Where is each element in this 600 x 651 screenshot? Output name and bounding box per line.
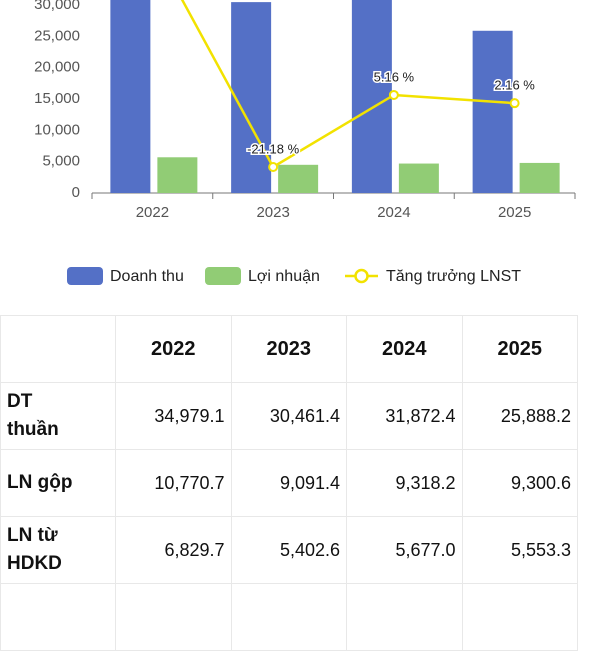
table-cell [0,315,116,383]
bar [157,157,198,193]
table-cell: 5,402.6 [230,516,347,584]
table-cell [461,583,578,651]
table-cell: 9,091.4 [230,449,347,517]
table-cell: LN gộp [0,449,116,517]
table-cell: DT thuần [0,382,116,450]
table-row: 2022 2023 2024 2025 [0,315,578,383]
y-tick-label: 20,000 [34,59,80,76]
table-row: LN gộp 10,770.7 9,091.4 9,318.2 9,300.6 [0,449,578,517]
legend-swatch [67,267,103,285]
data-label: -21.18 % [247,141,299,156]
table-cell: 2024 [346,315,463,383]
table-cell: 34,979.1 [115,382,232,450]
table-cell: 5,677.0 [346,516,463,584]
table-row [0,583,578,651]
bar [110,0,151,194]
table-cell: 9,318.2 [346,449,463,517]
table-cell [230,583,347,651]
legend-label: Lợi nhuận [248,268,320,285]
table-cell: 9,300.6 [461,449,578,517]
line-point [388,89,399,100]
table-cell: LN từ HDKD [0,516,116,584]
data-label: 5.16 % [374,69,415,84]
data-table: 2022 2023 2024 2025 DT thuần 34,979.1 30,461.4… [0,315,578,651]
bar [278,164,319,193]
legend-label: Doanh thu [110,268,184,285]
table-cell [0,583,116,651]
line-point [509,98,520,109]
x-tick-label: 2025 [498,204,531,221]
bar [351,0,392,194]
table-cell: 2022 [115,315,232,383]
legend-swatch [205,267,241,285]
legend-marker [354,268,369,284]
table-row: LN từ HDKD 6,829.7 5,402.6 5,677.0 5,553.3 [0,516,578,584]
y-tick-label: 15,000 [34,90,80,107]
table-cell [115,583,232,651]
table-cell: 6,829.7 [115,516,232,584]
y-tick-label: 30,000 [34,0,80,13]
data-label: 2.16 % [494,78,535,93]
table-cell: 2025 [461,315,578,383]
x-tick-label: 2023 [256,204,289,221]
y-tick-label: 10,000 [34,121,80,138]
x-tick-label: 2022 [136,204,169,221]
x-tick-label: 2024 [377,204,410,221]
table-row: DT thuần 34,979.1 30,461.4 31,872.4 25,888.2 [0,382,578,450]
bar [519,162,560,193]
line-point [268,161,279,172]
bar [231,2,272,193]
y-tick-label: 5,000 [42,153,80,170]
legend-label: Tăng trưởng LNST [386,268,521,285]
table-cell [346,583,463,651]
table-cell: 10,770.7 [115,449,232,517]
line [180,0,515,169]
bar [398,163,439,193]
y-tick-label: 0 [72,184,80,201]
table-cell: 31,872.4 [346,382,463,450]
table-cell: 2023 [230,315,347,383]
table-cell: 5,553.3 [461,516,578,584]
table-cell: 25,888.2 [461,382,578,450]
page: 0 5,000 10,000 15,000 20,000 25,000 30,000 2022… [0,0,578,651]
bar [472,30,513,193]
y-tick-label: 25,000 [34,27,80,44]
chart: 0 5,000 10,000 15,000 20,000 25,000 30,000 2022… [34,0,576,285]
table-cell: 30,461.4 [230,382,347,450]
